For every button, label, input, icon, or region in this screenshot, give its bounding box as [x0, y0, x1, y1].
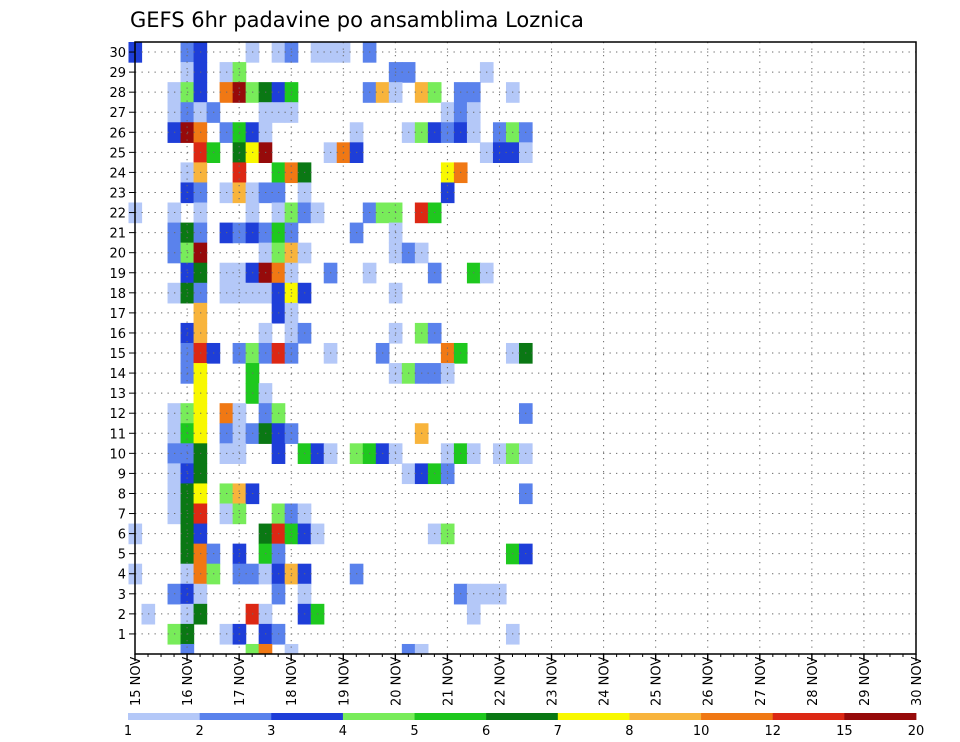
x-tick-label: 25 NOV: [650, 657, 665, 706]
x-tick-label: 30 NOV: [910, 657, 925, 706]
data-cell: [401, 643, 416, 654]
legend-label: 3: [267, 724, 275, 739]
y-tick-label: 27: [109, 106, 126, 121]
y-tick-label: 18: [109, 287, 126, 302]
legend-swatch: [557, 713, 630, 720]
data-cell: [414, 643, 429, 654]
legend-label: 20: [908, 724, 925, 739]
legend-label: 7: [554, 724, 562, 739]
x-axis: 15 NOV 16 NOV 17 NOV 18 NOV 19 NOV 20 NOV 21 N…: [129, 654, 925, 706]
y-tick-label: 11: [109, 427, 126, 442]
x-tick-label: 20 NOV: [389, 657, 404, 706]
data-cell: [245, 643, 260, 654]
x-tick-label: 22 NOV: [494, 657, 509, 706]
legend-swatch: [342, 713, 415, 720]
x-tick-label: 29 NOV: [858, 657, 873, 706]
y-tick-label: 7: [118, 508, 126, 523]
y-tick-label: 29: [109, 66, 126, 81]
y-axis: 1234567891011121314151617181920212223242…: [109, 46, 135, 643]
y-tick-label: 13: [109, 387, 126, 402]
data-cell: [180, 643, 195, 654]
legend-swatch: [199, 713, 272, 720]
x-tick-label: 19 NOV: [337, 657, 352, 706]
y-tick-label: 28: [109, 86, 126, 101]
y-tick-label: 12: [109, 407, 126, 422]
x-tick-label: 26 NOV: [702, 657, 717, 706]
x-tick-label: 21 NOV: [441, 657, 456, 706]
y-tick-label: 5: [118, 548, 126, 563]
y-tick-label: 25: [109, 146, 126, 161]
y-tick-label: 17: [109, 307, 126, 322]
x-tick-label: 18 NOV: [285, 657, 300, 706]
legend-swatch: [128, 713, 201, 720]
data-cell: [258, 643, 273, 654]
legend-label: 4: [339, 724, 347, 739]
x-tick-label: 28 NOV: [806, 657, 821, 706]
legend-label: 1: [124, 724, 132, 739]
x-tick-label: 15 NOV: [129, 657, 144, 706]
y-tick-label: 16: [109, 327, 126, 342]
y-tick-label: 30: [109, 46, 126, 61]
y-tick-label: 15: [109, 347, 126, 362]
y-tick-label: 19: [109, 267, 126, 282]
y-tick-label: 8: [118, 487, 126, 502]
legend-label: 6: [482, 724, 490, 739]
legend-label: 10: [693, 724, 710, 739]
grid-layer: [135, 42, 916, 654]
y-tick-label: 4: [118, 568, 126, 583]
y-tick-label: 10: [109, 447, 126, 462]
y-tick-label: 6: [118, 528, 126, 543]
color-legend: 1 2 3 4 5 6 7 8 10 12 15 20: [124, 713, 924, 739]
y-tick-label: 21: [109, 227, 126, 242]
legend-swatch: [486, 713, 559, 720]
chart-title: GEFS 6hr padavine po ansamblima Loznica: [130, 8, 584, 32]
y-tick-label: 3: [118, 588, 126, 603]
legend-label: 12: [764, 724, 781, 739]
legend-swatch: [414, 713, 487, 720]
cells-layer: [128, 42, 533, 654]
data-cell: [284, 643, 299, 654]
y-tick-label: 26: [109, 126, 126, 141]
x-tick-label: 24 NOV: [598, 657, 613, 706]
y-tick-label: 20: [109, 247, 126, 262]
legend-label: 15: [836, 724, 853, 739]
x-tick-label: 16 NOV: [181, 657, 196, 706]
x-tick-label: 17 NOV: [233, 657, 248, 706]
legend-swatch: [844, 713, 917, 720]
x-tick-label: 23 NOV: [546, 657, 561, 706]
y-tick-label: 24: [109, 166, 126, 181]
legend-swatch: [701, 713, 774, 720]
y-tick-label: 9: [118, 467, 126, 482]
y-tick-label: 23: [109, 186, 126, 201]
y-tick-label: 22: [109, 207, 126, 222]
legend-label: 2: [195, 724, 203, 739]
legend-label: 5: [410, 724, 418, 739]
legend-swatch: [772, 713, 845, 720]
y-tick-label: 2: [118, 608, 126, 623]
y-tick-label: 1: [118, 628, 126, 643]
y-tick-label: 14: [109, 367, 126, 382]
legend-swatch: [271, 713, 344, 720]
legend-swatch: [629, 713, 702, 720]
legend-label: 8: [625, 724, 633, 739]
x-tick-label: 27 NOV: [754, 657, 769, 706]
